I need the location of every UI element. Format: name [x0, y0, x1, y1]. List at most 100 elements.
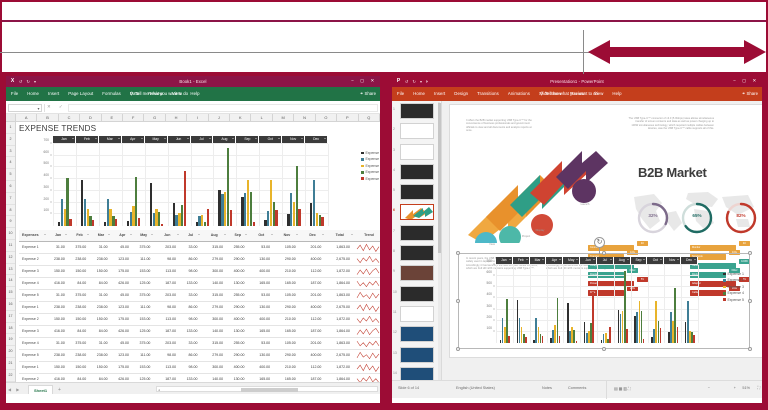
- slide-thumbnail-preview[interactable]: [400, 224, 434, 241]
- table-cell-value[interactable]: 238.00: [68, 253, 91, 266]
- excel-row-header[interactable]: 11: [6, 240, 15, 252]
- table-cell-value[interactable]: 279.00: [201, 253, 228, 266]
- table-cell-value[interactable]: 130.00: [248, 253, 275, 266]
- ppt-view-buttons[interactable]: ▤ ▦ ▥ ⛶: [614, 387, 631, 391]
- slide-thumbnail-8[interactable]: 8: [392, 243, 441, 263]
- table-cell-sparkline[interactable]: [354, 349, 380, 362]
- excel-tell-me-box[interactable]: ⚲ Tell me what you want to do: [130, 91, 188, 97]
- table-column-header[interactable]: Jan: [47, 230, 69, 242]
- table-cell-value[interactable]: 125.00: [133, 325, 155, 338]
- excel-col-k[interactable]: K: [230, 114, 252, 121]
- table-row[interactable]: Expense 1 31.00 375.00 31.00 45.00 375.00 203.…: [19, 241, 380, 254]
- slide-editing-stage[interactable]: It offers the B2B market supporting USB …: [442, 101, 762, 380]
- table-cell-value[interactable]: 153.00: [133, 265, 155, 278]
- table-cell-value[interactable]: 111.00: [133, 253, 155, 266]
- excel-quick-access-toolbar[interactable]: ↺ ↻ ▾: [19, 78, 38, 84]
- slide-thumbnail-preview[interactable]: [400, 326, 434, 343]
- table-cell-value[interactable]: 238.00: [90, 253, 112, 266]
- table-cell-value[interactable]: 84.00: [68, 277, 91, 290]
- excel-sheet-nav-arrows[interactable]: ◀ ▶: [8, 386, 22, 392]
- scrollbar-left-arrow[interactable]: ◂: [158, 387, 160, 392]
- resize-handle-middle-right[interactable]: [747, 298, 753, 304]
- table-row[interactable]: Expense 1 150.00 150.00 150.00 175.00 153.00 1…: [19, 361, 380, 374]
- thumbnail-scrollbar[interactable]: [437, 103, 441, 396]
- table-column-header[interactable]: May: [133, 230, 155, 242]
- excel-row-header[interactable]: 18: [6, 323, 15, 335]
- filter-dropdown-icon[interactable]: [321, 234, 324, 236]
- excel-col-f[interactable]: F: [123, 114, 145, 121]
- excel-tab-formulas[interactable]: Formulas: [102, 90, 121, 96]
- table-column-header[interactable]: Nov: [274, 230, 300, 242]
- excel-col-m[interactable]: M: [273, 114, 295, 121]
- table-cell-value[interactable]: 84.00: [90, 277, 112, 290]
- table-cell-sparkline[interactable]: [354, 241, 380, 254]
- slide-thumbnail-12[interactable]: 12: [392, 324, 441, 344]
- table-cell-value[interactable]: 187.00: [154, 277, 181, 290]
- table-cell-value[interactable]: 238.00: [47, 349, 69, 362]
- table-cell-value[interactable]: 150.00: [90, 265, 112, 278]
- table-cell-expense-label[interactable]: Expense 2: [19, 253, 48, 266]
- table-cell-value[interactable]: 400.00: [299, 349, 326, 362]
- table-column-header[interactable]: Total: [325, 230, 354, 242]
- table-cell-value[interactable]: 112.00: [299, 361, 326, 374]
- table-cell-expense-label[interactable]: Expense 1: [19, 241, 48, 254]
- table-cell-sparkline[interactable]: [354, 253, 380, 266]
- table-cell-value[interactable]: 31.00: [90, 337, 112, 350]
- table-cell-value[interactable]: 112.00: [299, 265, 326, 278]
- table-cell-value[interactable]: 150.00: [47, 361, 69, 374]
- table-cell-value[interactable]: 130.00: [248, 349, 275, 362]
- table-cell-value[interactable]: 130.00: [227, 325, 249, 338]
- ppt-language-indicator[interactable]: English (United States): [456, 386, 495, 390]
- table-cell-value[interactable]: 203.00: [154, 289, 181, 302]
- table-cell-value[interactable]: 165.00: [274, 325, 300, 338]
- table-cell-value[interactable]: 33.00: [180, 337, 202, 350]
- table-cell-sparkline[interactable]: [354, 325, 380, 338]
- table-cell-value[interactable]: 375.00: [133, 289, 155, 302]
- table-cell-value[interactable]: 400.00: [248, 361, 275, 374]
- excel-tab-help[interactable]: Help: [190, 90, 200, 96]
- excel-expense-table[interactable]: Expenses Jan Feb Mar Apr May Jun Jul Aug Sep Oct No…: [19, 230, 380, 394]
- ppt-tell-me-box[interactable]: ⚲ Tell me what you want to do: [540, 91, 598, 97]
- table-column-header[interactable]: Jun: [154, 230, 181, 242]
- excel-col-p[interactable]: P: [337, 114, 359, 121]
- table-cell-value[interactable]: 153.00: [133, 313, 155, 326]
- table-column-header[interactable]: Apr: [111, 230, 134, 242]
- table-cell-value[interactable]: 375.00: [133, 337, 155, 350]
- table-cell-value[interactable]: 98.00: [154, 349, 181, 362]
- chevron-down-icon[interactable]: ▾: [37, 105, 40, 111]
- resize-handle-bottom-center[interactable]: [601, 346, 607, 352]
- filter-dropdown-icon[interactable]: [244, 234, 247, 236]
- table-cell-value[interactable]: 187.00: [299, 325, 326, 338]
- powerpoint-ribbon-tabs[interactable]: File Home Insert Design Transitions Anim…: [394, 91, 626, 96]
- ppt-tab-animations[interactable]: Animations: [507, 90, 530, 96]
- table-cell-value[interactable]: 2,675.00: [325, 301, 354, 314]
- excel-col-g[interactable]: G: [144, 114, 166, 121]
- ppt-embedded-bar-chart[interactable]: Jan Feb Mar Apr May Jun Jul Aug Sep Oct Nov Dec 700…: [462, 257, 746, 345]
- thumbnail-scrollbar-thumb[interactable]: [437, 103, 441, 253]
- table-cell-value[interactable]: 53.00: [248, 289, 275, 302]
- table-cell-value[interactable]: 315.00: [201, 241, 228, 254]
- slide-thumbnail-1[interactable]: 1: [392, 101, 441, 121]
- table-cell-value[interactable]: 33.00: [180, 289, 202, 302]
- excel-col-i[interactable]: I: [187, 114, 209, 121]
- table-cell-value[interactable]: 300.00: [201, 313, 228, 326]
- excel-add-sheet-button[interactable]: +: [58, 386, 61, 393]
- table-cell-value[interactable]: 105.00: [274, 337, 300, 350]
- excel-row-header[interactable]: 9: [6, 216, 15, 229]
- table-cell-value[interactable]: 210.00: [274, 313, 300, 326]
- table-column-header[interactable]: Mar: [90, 230, 112, 242]
- table-column-header[interactable]: Aug: [201, 230, 228, 242]
- resize-handle-bottom-right[interactable]: [747, 346, 753, 352]
- table-cell-value[interactable]: 165.00: [248, 325, 275, 338]
- filter-dropdown-icon[interactable]: [65, 234, 68, 236]
- table-cell-value[interactable]: 165.00: [248, 277, 275, 290]
- table-cell-value[interactable]: 400.00: [227, 361, 249, 374]
- table-cell-value[interactable]: 238.00: [68, 349, 91, 362]
- excel-row-header[interactable]: 1: [6, 122, 15, 134]
- powerpoint-status-bar[interactable]: Slide 6 of 14 English (United States) No…: [392, 380, 762, 399]
- table-cell-value[interactable]: 187.00: [154, 325, 181, 338]
- table-cell-value[interactable]: 315.00: [201, 337, 228, 350]
- ppt-tab-transitions[interactable]: Transitions: [477, 90, 499, 96]
- table-cell-value[interactable]: 290.00: [227, 253, 249, 266]
